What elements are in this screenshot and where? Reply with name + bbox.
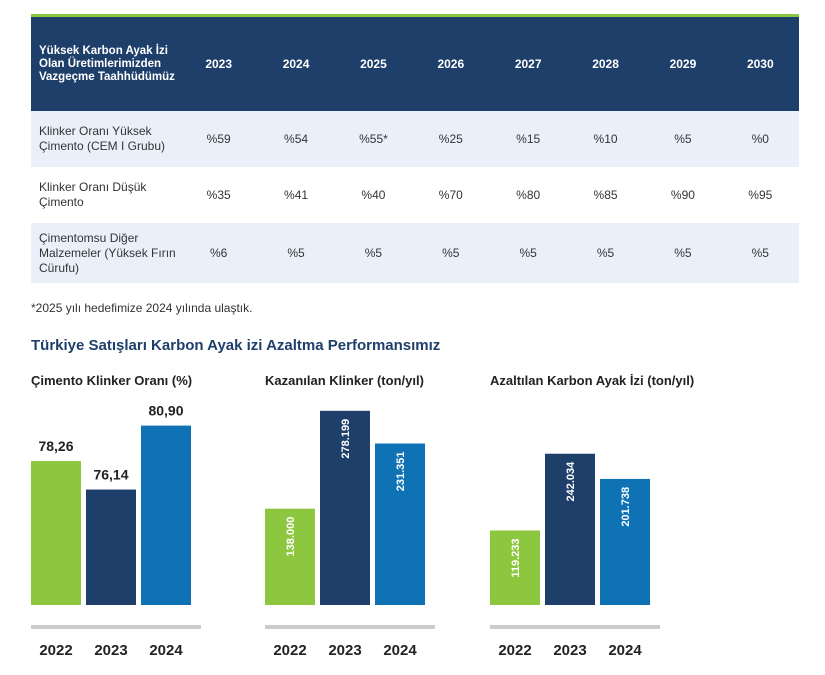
- year-tick-label: 2024: [149, 642, 183, 659]
- year-tick-label: 2024: [608, 642, 642, 659]
- bar-2022: [31, 461, 81, 605]
- year-tick-label: 2023: [553, 642, 586, 659]
- year-header: 2029: [669, 57, 697, 71]
- chart-title-gained-clinker: Kazanılan Klinker (ton/yıl): [265, 373, 424, 388]
- bar-2022: [265, 508, 315, 605]
- table-cell: %55*: [359, 132, 388, 146]
- table-cell: %40: [361, 188, 386, 202]
- table-cell: %70: [438, 188, 463, 202]
- data-label: 119.233: [510, 538, 522, 577]
- table-cell: %5: [751, 246, 769, 260]
- year-header: 2028: [592, 57, 619, 71]
- table-cell: %5: [364, 246, 383, 260]
- table-row: Çimentomsu Diğer Malzemeler (Yüksek Fırı…: [31, 223, 799, 283]
- table-cell: %5: [442, 246, 460, 260]
- year-header: 2024: [282, 57, 310, 71]
- table-cell: %5: [674, 132, 692, 146]
- table-top-accent-line: [31, 14, 799, 17]
- table-cell: %0: [751, 132, 769, 146]
- chart-baseline: [490, 625, 660, 629]
- year-header: 2023: [205, 57, 233, 71]
- bar-2024: [375, 443, 425, 605]
- chart-title-clinker-ratio: Çimento Klinker Oranı (%): [31, 373, 193, 388]
- data-label: 201.738: [620, 487, 632, 527]
- chart-baseline: [31, 625, 201, 629]
- table-cell: %90: [670, 188, 695, 202]
- table-cell: %80: [516, 188, 541, 202]
- bar-2023: [86, 489, 136, 605]
- table-cell: %41: [284, 188, 309, 202]
- commitment-table: Yüksek Karbon Ayak İzi Olan Üretimlerimi…: [31, 17, 799, 283]
- year-tick-label: 2022: [273, 642, 306, 659]
- data-label: 242.034: [565, 461, 577, 502]
- row-label: Çimentomsu Diğer Malzemeler (Yüksek Fırı…: [39, 230, 176, 275]
- bar-2023: [320, 410, 370, 605]
- data-label: 278.199: [340, 419, 352, 459]
- year-header: 2030: [746, 57, 774, 71]
- table-cell: %35: [206, 188, 231, 202]
- year-tick-label: 2022: [498, 642, 531, 659]
- table-cell: %5: [287, 246, 305, 260]
- row-label: Klinker Oranı Düşük Çimento: [39, 180, 147, 209]
- table-cell: %85: [593, 188, 618, 202]
- table-cell: %5: [674, 246, 692, 260]
- table-cell: %10: [593, 132, 618, 146]
- year-tick-label: 2022: [39, 642, 72, 659]
- table-row: Klinker Oranı Düşük Çimento %35 %41 %40 …: [31, 167, 799, 223]
- bar-2023: [545, 453, 595, 605]
- year-tick-label: 2023: [328, 642, 361, 659]
- data-label: 231.351: [395, 452, 407, 492]
- bar-2024: [141, 425, 191, 605]
- data-label: 76,14: [93, 467, 128, 483]
- year-header: 2027: [514, 57, 542, 71]
- year-tick-label: 2024: [383, 642, 417, 659]
- data-label: 80,90: [148, 403, 183, 419]
- table-row: Klinker Oranı Yüksek Çimento (CEM I Grub…: [31, 111, 799, 167]
- table-cell: %5: [596, 246, 615, 260]
- bar-2024: [600, 478, 650, 605]
- section-title: Türkiye Satışları Karbon Ayak izi Azaltm…: [31, 337, 441, 354]
- bar-2022: [490, 530, 540, 605]
- table-cell: %25: [438, 132, 463, 146]
- table-cell: %5: [519, 246, 537, 260]
- table-cell: %15: [516, 132, 541, 146]
- table-cell: %6: [210, 246, 228, 260]
- data-label: 78,26: [38, 438, 73, 454]
- table-header-row: Yüksek Karbon Ayak İzi Olan Üretimlerimi…: [31, 17, 799, 111]
- table-cell: %95: [748, 188, 773, 202]
- year-header: 2025: [360, 57, 387, 71]
- chart-title-reduced-footprint: Azaltılan Karbon Ayak İzi (ton/yıl): [490, 373, 695, 388]
- data-label: 138.000: [285, 517, 297, 557]
- row-label: Klinker Oranı Yüksek Çimento (CEM I Grub…: [39, 124, 166, 153]
- table-header-label: Yüksek Karbon Ayak İzi Olan Üretimlerimi…: [39, 44, 175, 83]
- year-tick-label: 2023: [94, 642, 127, 659]
- table-cell: %59: [206, 132, 231, 146]
- chart-baseline: [265, 625, 435, 629]
- year-header: 2026: [437, 57, 465, 71]
- footnote: *2025 yılı hedefimize 2024 yılında ulaşt…: [31, 301, 253, 315]
- table-cell: %54: [284, 132, 309, 146]
- commitment-table-section: Yüksek Karbon Ayak İzi Olan Üretimlerimi…: [31, 14, 799, 283]
